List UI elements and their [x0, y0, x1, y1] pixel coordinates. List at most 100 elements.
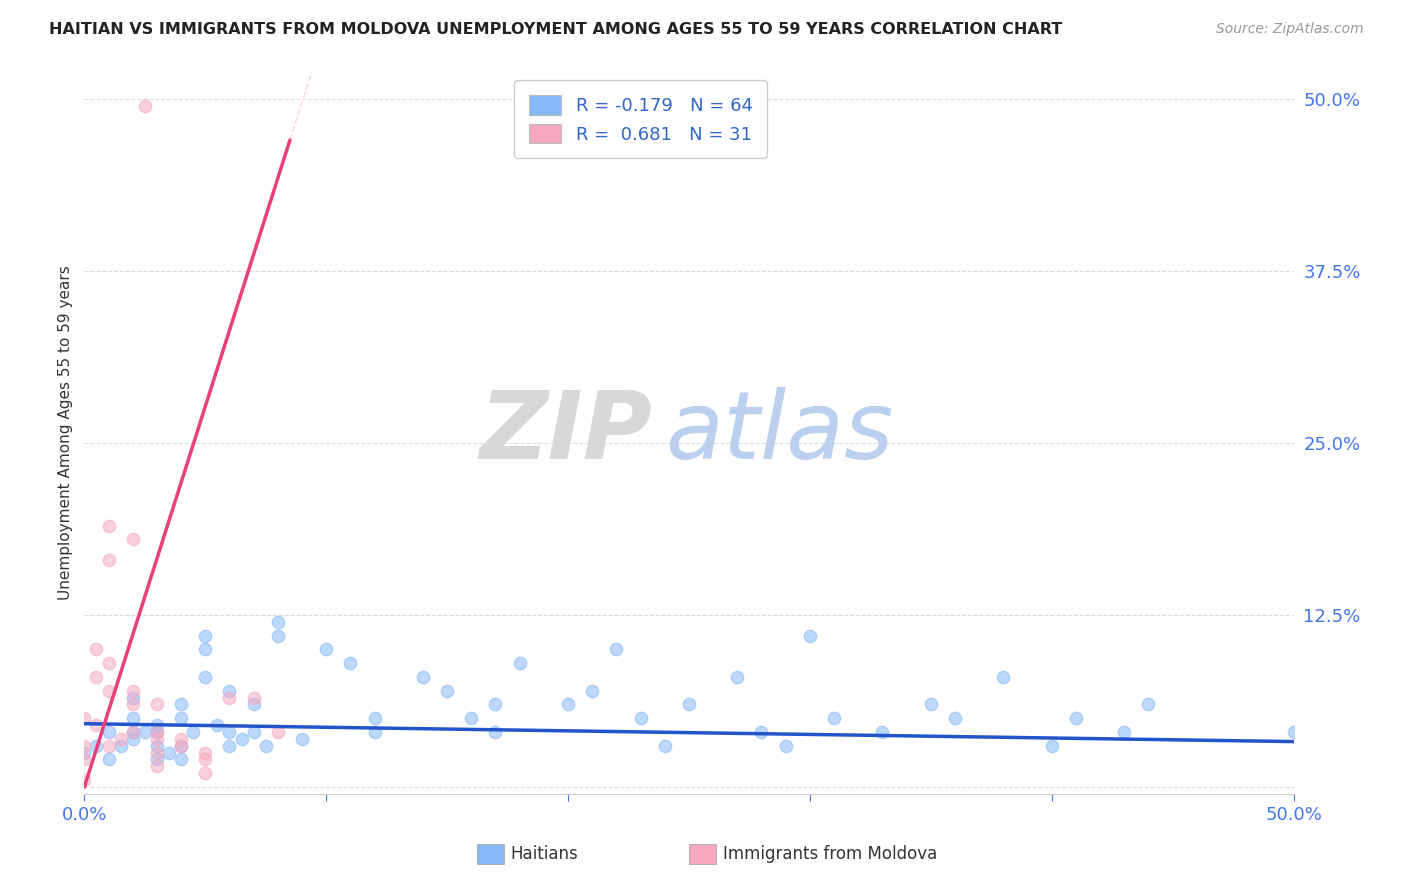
- Point: [218, 739, 240, 753]
- Text: ZIP: ZIP: [479, 386, 652, 479]
- Point: [121, 711, 143, 725]
- Point: [605, 642, 627, 657]
- Point: [363, 711, 385, 725]
- Point: [170, 711, 193, 725]
- Point: [170, 731, 193, 746]
- Point: [1064, 711, 1087, 725]
- Point: [170, 739, 193, 753]
- Point: [73, 773, 96, 788]
- Text: Immigrants from Moldova: Immigrants from Moldova: [723, 845, 936, 863]
- Point: [872, 725, 894, 739]
- Point: [267, 629, 290, 643]
- Text: Source: ZipAtlas.com: Source: ZipAtlas.com: [1216, 22, 1364, 37]
- Point: [242, 690, 264, 705]
- Point: [157, 746, 180, 760]
- Point: [170, 698, 193, 712]
- Point: [1282, 725, 1305, 739]
- Point: [943, 711, 966, 725]
- Point: [146, 698, 169, 712]
- Point: [436, 683, 458, 698]
- Point: [267, 615, 290, 629]
- Point: [146, 725, 169, 739]
- Point: [170, 739, 193, 753]
- Point: [725, 670, 748, 684]
- Point: [460, 711, 482, 725]
- Point: [194, 642, 217, 657]
- Point: [242, 698, 264, 712]
- Point: [823, 711, 845, 725]
- Point: [194, 766, 217, 780]
- Point: [654, 739, 676, 753]
- Point: [630, 711, 652, 725]
- Legend: R = -0.179   N = 64, R =  0.681   N = 31: R = -0.179 N = 64, R = 0.681 N = 31: [515, 80, 768, 158]
- Point: [97, 752, 120, 766]
- Point: [121, 683, 143, 698]
- Point: [121, 725, 143, 739]
- Point: [775, 739, 797, 753]
- Point: [146, 739, 169, 753]
- Text: HAITIAN VS IMMIGRANTS FROM MOLDOVA UNEMPLOYMENT AMONG AGES 55 TO 59 YEARS CORREL: HAITIAN VS IMMIGRANTS FROM MOLDOVA UNEMP…: [49, 22, 1063, 37]
- Point: [509, 656, 531, 670]
- Point: [1137, 698, 1160, 712]
- Point: [134, 99, 156, 113]
- Point: [86, 718, 108, 732]
- Point: [110, 739, 132, 753]
- Point: [110, 731, 132, 746]
- Point: [194, 752, 217, 766]
- Point: [97, 725, 120, 739]
- Point: [121, 731, 143, 746]
- Point: [218, 690, 240, 705]
- Point: [73, 739, 96, 753]
- Point: [121, 725, 143, 739]
- Point: [170, 752, 193, 766]
- Point: [121, 698, 143, 712]
- Point: [581, 683, 603, 698]
- Point: [194, 746, 217, 760]
- Point: [73, 711, 96, 725]
- Text: Haitians: Haitians: [510, 845, 578, 863]
- Point: [146, 759, 169, 773]
- Point: [73, 752, 96, 766]
- Point: [121, 690, 143, 705]
- Point: [218, 683, 240, 698]
- Point: [920, 698, 942, 712]
- Point: [207, 718, 229, 732]
- Point: [97, 518, 120, 533]
- Point: [291, 731, 314, 746]
- Point: [267, 725, 290, 739]
- Point: [181, 725, 204, 739]
- Text: atlas: atlas: [665, 387, 893, 478]
- Y-axis label: Unemployment Among Ages 55 to 59 years: Unemployment Among Ages 55 to 59 years: [58, 265, 73, 600]
- FancyBboxPatch shape: [478, 844, 503, 864]
- Point: [363, 725, 385, 739]
- Point: [86, 642, 108, 657]
- Point: [412, 670, 434, 684]
- Point: [86, 739, 108, 753]
- Point: [678, 698, 700, 712]
- Point: [134, 725, 156, 739]
- Point: [1040, 739, 1063, 753]
- Point: [484, 725, 506, 739]
- Point: [121, 533, 143, 547]
- Point: [97, 656, 120, 670]
- Point: [484, 698, 506, 712]
- Point: [73, 746, 96, 760]
- Point: [97, 553, 120, 567]
- Point: [557, 698, 579, 712]
- Point: [194, 629, 217, 643]
- Point: [993, 670, 1015, 684]
- Point: [97, 683, 120, 698]
- Point: [97, 739, 120, 753]
- Point: [242, 725, 264, 739]
- Point: [339, 656, 361, 670]
- Point: [86, 670, 108, 684]
- FancyBboxPatch shape: [689, 844, 716, 864]
- Point: [146, 731, 169, 746]
- Point: [146, 725, 169, 739]
- Point: [751, 725, 773, 739]
- Point: [254, 739, 277, 753]
- Point: [799, 629, 821, 643]
- Point: [146, 718, 169, 732]
- Point: [218, 725, 240, 739]
- Point: [231, 731, 253, 746]
